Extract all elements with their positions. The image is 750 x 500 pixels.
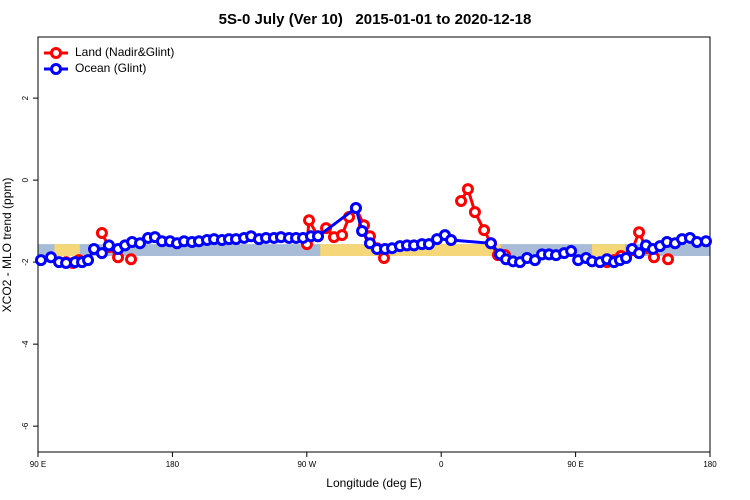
data-point — [461, 183, 474, 196]
land-band — [592, 244, 625, 256]
data-point — [44, 251, 57, 264]
x-axis-label: Longitude (deg E) — [326, 476, 421, 490]
data-point — [125, 253, 138, 266]
data-point — [336, 229, 349, 242]
y-axis-label: XCO2 - MLO trend (ppm) — [0, 178, 14, 313]
data-point — [422, 238, 435, 251]
data-point — [95, 227, 108, 240]
y-tick-label: -6 — [21, 422, 30, 430]
legend-label: Ocean (Glint) — [75, 61, 146, 75]
y-tick-label: 0 — [21, 177, 30, 182]
legend-swatch-point — [50, 47, 62, 59]
y-tick-label: 2 — [21, 95, 30, 100]
land-band — [54, 244, 80, 256]
data-point — [349, 202, 362, 215]
data-point — [312, 230, 324, 243]
chart-title: 5S-0 July (Ver 10) 2015-01-01 to 2020-12… — [219, 11, 532, 28]
x-tick-label: 0 — [439, 460, 444, 469]
data-point — [303, 214, 316, 227]
data-point — [662, 253, 675, 266]
data-point — [468, 206, 481, 219]
x-tick-label: 90 E — [567, 460, 583, 469]
x-tick-label: 180 — [166, 460, 180, 469]
legend-swatch-point — [50, 63, 62, 75]
y-tick-label: -2 — [21, 258, 30, 266]
x-tick-label: 90 W — [297, 460, 316, 469]
data-point — [356, 224, 369, 237]
data-point — [699, 235, 712, 248]
data-point — [633, 226, 646, 239]
data-point — [484, 237, 497, 250]
data-point — [445, 233, 458, 246]
data-point — [133, 237, 146, 250]
data-point — [95, 247, 108, 260]
y-tick-label: -4 — [21, 340, 30, 348]
data-point — [82, 254, 95, 267]
legend-label: Land (Nadir&Glint) — [75, 45, 174, 59]
data-point — [34, 254, 47, 267]
data-point — [565, 245, 578, 258]
x-tick-label: 90 E — [30, 460, 46, 469]
data-point — [620, 252, 633, 265]
data-point — [478, 224, 491, 237]
x-tick-label: 180 — [703, 460, 717, 469]
data-point — [455, 195, 468, 208]
data-point — [633, 247, 646, 260]
